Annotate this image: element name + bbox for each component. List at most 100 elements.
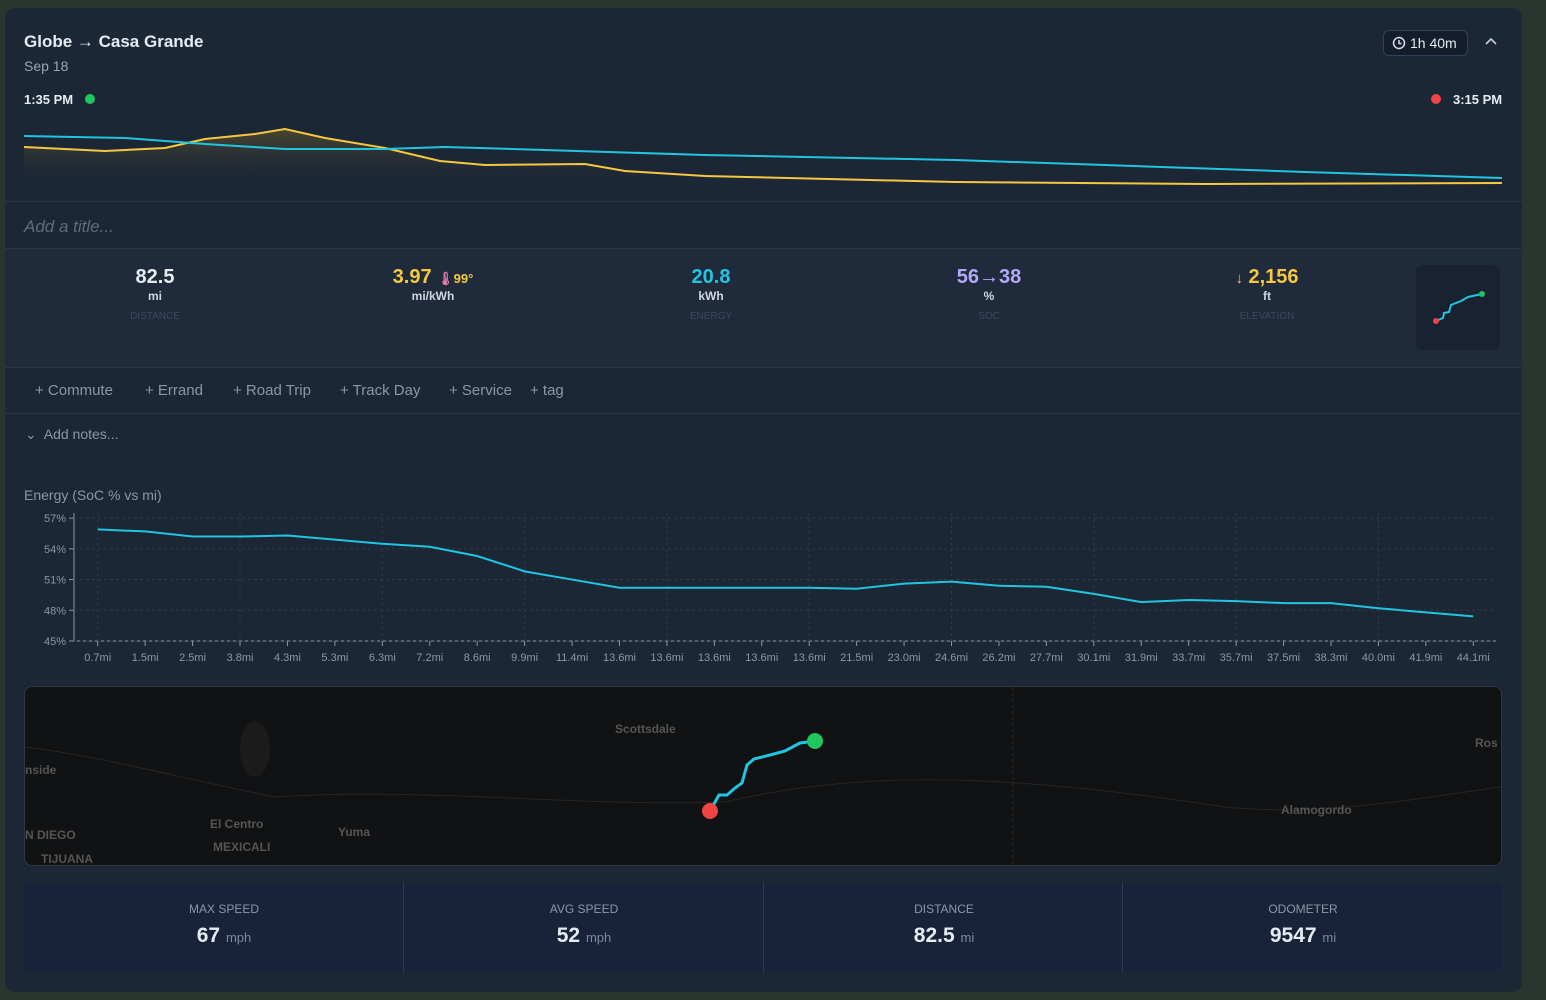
duration: 1h 40m [1410, 35, 1457, 51]
x-tick-label: 0.7mi [84, 652, 111, 664]
summary-unit: mi [960, 930, 975, 945]
stat: 20.8 kWh ENERGY [611, 266, 811, 322]
tag-button[interactable]: + Commute [35, 382, 113, 399]
map-label: Scottsdale [615, 722, 676, 736]
summary-value: 82.5 [913, 924, 955, 947]
map-route [25, 687, 1501, 865]
route-map[interactable]: Scottsdale El Centro Yuma MEXICALI N DIE… [24, 686, 1502, 866]
stat-label: DISTANCE [130, 311, 180, 322]
x-tick-label: 31.9mi [1125, 652, 1158, 664]
tag-button[interactable]: + Service [449, 382, 512, 399]
x-tick-label: 11.4mi [556, 652, 588, 664]
x-tick-label: 44.1mi [1457, 652, 1490, 664]
tag-button[interactable]: + Road Trip [233, 382, 311, 399]
y-tick-label: 54% [44, 544, 66, 556]
y-tick-label: 51% [44, 575, 66, 587]
stat-unit: kWh [698, 289, 724, 303]
x-tick-label: 21.5mi [840, 652, 873, 664]
x-tick-label: 30.1mi [1077, 652, 1110, 664]
summary-bar: MAX SPEED 67 mph AVG SPEED 52 mph DISTANCE… [24, 882, 1502, 972]
trip-date: Sep 18 [24, 58, 69, 74]
x-tick-label: 3.8mi [227, 652, 254, 664]
end-dot [1431, 94, 1441, 104]
stat-unit: % [983, 289, 995, 303]
series-line [97, 528, 1474, 618]
summary-label: DISTANCE [914, 902, 974, 916]
trip-card: Globe → Casa Grande Sep 18 1h 40m 1:35 P… [5, 8, 1522, 992]
summary-unit: mph [585, 930, 612, 945]
tag-button[interactable]: + Errand [145, 382, 203, 399]
stat-unit: mi/kWh [411, 289, 455, 303]
y-tick-label: 45% [44, 636, 66, 648]
stat-value: 3.97 [392, 266, 432, 288]
notes-toggle[interactable]: ⌄ Add notes... [25, 426, 119, 442]
mini-map[interactable] [1416, 265, 1500, 350]
summary-label: ODOMETER [1268, 902, 1338, 916]
tag-button[interactable]: + tag [530, 382, 564, 399]
tag-button[interactable]: + Track Day [340, 382, 421, 399]
summary-value: 52 [556, 924, 581, 947]
y-tick-label: 48% [44, 605, 66, 617]
map-label: MEXICALI [213, 840, 271, 854]
summary-cell: ODOMETER 9547 mi [1122, 882, 1483, 972]
x-tick-label: 13.6mi [650, 652, 683, 664]
stat-label: SOC [978, 311, 1000, 322]
speed-line [23, 135, 1503, 179]
x-tick-label: 8.6mi [464, 652, 491, 664]
stat-unit: ft [1263, 289, 1271, 303]
x-tick-label: 23.0mi [888, 652, 921, 664]
stat: 56→38% SOC [889, 266, 1089, 322]
x-tick-label: 6.3mi [369, 652, 396, 664]
x-tick-label: 38.3mi [1314, 652, 1347, 664]
stats-bar [5, 249, 1522, 367]
stat-label: ELEVATION [1239, 311, 1295, 322]
title-input[interactable]: Add a title... [24, 217, 114, 236]
x-tick-label: 33.7mi [1172, 652, 1205, 664]
start-time: 1:35 PM [24, 92, 74, 107]
collapse-button[interactable] [1483, 34, 1499, 48]
summary-label: AVG SPEED [549, 902, 619, 916]
x-tick-label: 2.5mi [179, 652, 206, 664]
elevation-area [24, 129, 1502, 188]
start-dot [85, 94, 95, 104]
divider [5, 413, 1522, 414]
divider [5, 201, 1522, 202]
end-time: 3:15 PM [1453, 92, 1503, 107]
map-label: Yuma [338, 825, 371, 839]
energy-chart: 45% 48% 51% 54% 57% 0.7mi 1.5mi 2.5mi 3.8mi 4.3mi… [44, 513, 1497, 664]
map-label: nside [25, 763, 57, 777]
x-tick-label: 13.6mi [698, 652, 731, 664]
trip-title: Globe → Casa Grande [24, 32, 204, 51]
stat: ↓ 2,156 ft ELEVATION [1167, 266, 1367, 322]
x-tick-label: 13.6mi [603, 652, 636, 664]
map-label: Ros [1475, 736, 1498, 750]
summary-value: 67 [196, 924, 221, 947]
stat: 82.5 mi DISTANCE [55, 266, 255, 322]
stat-value: 56→38 [956, 266, 1022, 288]
clock-icon [1392, 36, 1406, 50]
summary-cell: AVG SPEED 52 mph [403, 882, 764, 972]
divider [5, 367, 1522, 368]
x-tick-label: 5.3mi [321, 652, 348, 664]
duration-badge[interactable]: 1h 40m [1383, 30, 1468, 56]
stat-label: ENERGY [689, 311, 733, 322]
x-tick-label: 13.6mi [745, 652, 778, 664]
x-tick-label: 13.6mi [793, 652, 826, 664]
map-label: TIJUANA [41, 852, 94, 866]
y-tick-label: 57% [44, 513, 66, 525]
summary-cell: DISTANCE 82.5 mi [763, 882, 1124, 972]
map-label: El Centro [210, 817, 264, 831]
stat-unit: mi [147, 289, 162, 303]
stat-value: 20.8 [691, 266, 731, 288]
x-tick-label: 1.5mi [132, 652, 159, 664]
stat: 3.97 🌡99° mi/kWh [333, 266, 533, 303]
map-label: Alamogordo [1281, 803, 1352, 817]
x-tick-label: 35.7mi [1220, 652, 1253, 664]
stat-value: 2,156 [1248, 266, 1299, 288]
summary-cell: MAX SPEED 67 mph [44, 882, 404, 972]
x-tick-label: 37.5mi [1267, 652, 1300, 664]
map-label: N DIEGO [25, 828, 76, 842]
x-tick-label: 41.9mi [1409, 652, 1442, 664]
x-tick-label: 27.7mi [1030, 652, 1063, 664]
